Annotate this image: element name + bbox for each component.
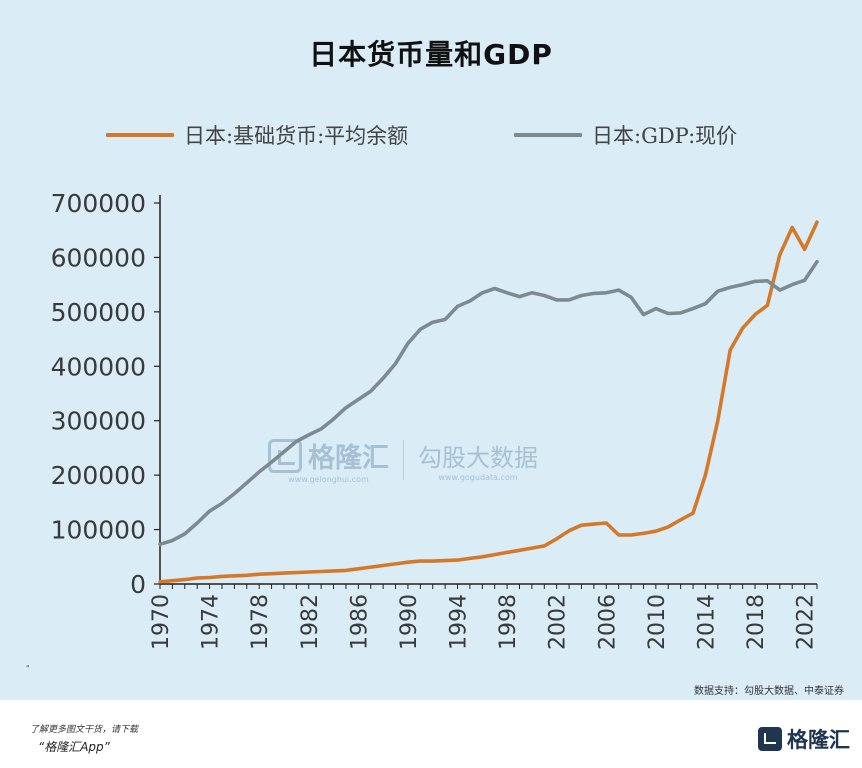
legend-swatch-monetary-base (106, 133, 174, 137)
x-axis-ticks: 1970 1974 1978 1982 1986 1990 1994 1998 2002 2006… (149, 584, 819, 650)
footer-logo[interactable]: 格隆汇 (758, 724, 850, 754)
series-line-gdp (158, 259, 819, 547)
y-axis-ticks: 0 100000 200000 300000 400000 500000 600000 700… (51, 189, 160, 599)
y-tick-label: 200000 (51, 461, 146, 490)
legend-item-gdp: 日本:GDP:现价 (514, 120, 737, 150)
x-tick-label: 1982 (298, 594, 323, 650)
x-tick-label: 2006 (595, 594, 620, 650)
axes (159, 195, 817, 585)
y-tick-label: 500000 (51, 298, 146, 327)
y-tick-label: 400000 (51, 352, 146, 381)
y-tick-label: 0 (130, 570, 146, 599)
series-lines (158, 220, 819, 584)
series-line-monetary-base (158, 220, 819, 584)
chart-title: 日本货币量和GDP (309, 38, 553, 71)
legend: 日本:基础货币:平均余额 日本:GDP:现价 (0, 120, 862, 154)
x-tick-label: 1986 (347, 594, 372, 650)
legend-swatch-gdp (514, 133, 582, 137)
x-tick-label: 2010 (645, 594, 670, 650)
x-tick-label: 1994 (447, 594, 472, 650)
y-tick-label: 100000 (51, 516, 146, 545)
legend-item-monetary-base: 日本:基础货币:平均余额 (106, 120, 408, 150)
legend-label-gdp: 日本:GDP:现价 (592, 124, 738, 148)
y-tick-label: 300000 (51, 407, 146, 436)
chart-panel: 日本货币量和GDP 日本:基础货币:平均余额 日本:GDP:现价 格隆汇 www… (0, 38, 862, 697)
x-tick-label: 1974 (199, 594, 224, 650)
footer: 了解更多图文干货，请下载 “格隆汇App” 格隆汇 (0, 700, 862, 768)
legend-label-monetary-base: 日本:基础货币:平均余额 (184, 124, 409, 148)
stray-mark: " (26, 664, 30, 673)
x-tick-label: 1998 (496, 594, 521, 650)
gelonghui-logo-icon (758, 727, 782, 751)
y-tick-label: 600000 (51, 243, 146, 272)
x-tick-label: 2022 (794, 594, 819, 650)
x-tick-label: 1978 (248, 594, 273, 650)
footer-download-prompt: 了解更多图文干货，请下载 (30, 725, 139, 735)
x-tick-label: 2002 (546, 594, 571, 650)
x-tick-label: 1970 (149, 594, 174, 650)
line-chart: 0 100000 200000 300000 400000 500000 600000 700… (51, 189, 819, 650)
x-tick-label: 2014 (694, 594, 719, 650)
y-tick-label: 700000 (51, 189, 146, 218)
source-note: 数据支持：勾股大数据、中泰证券 (694, 686, 844, 697)
x-tick-label: 1990 (397, 594, 422, 650)
x-tick-label: 2018 (744, 594, 769, 650)
footer-logo-text: 格隆汇 (787, 728, 850, 752)
footer-app-name: “格隆汇App” (38, 740, 110, 754)
